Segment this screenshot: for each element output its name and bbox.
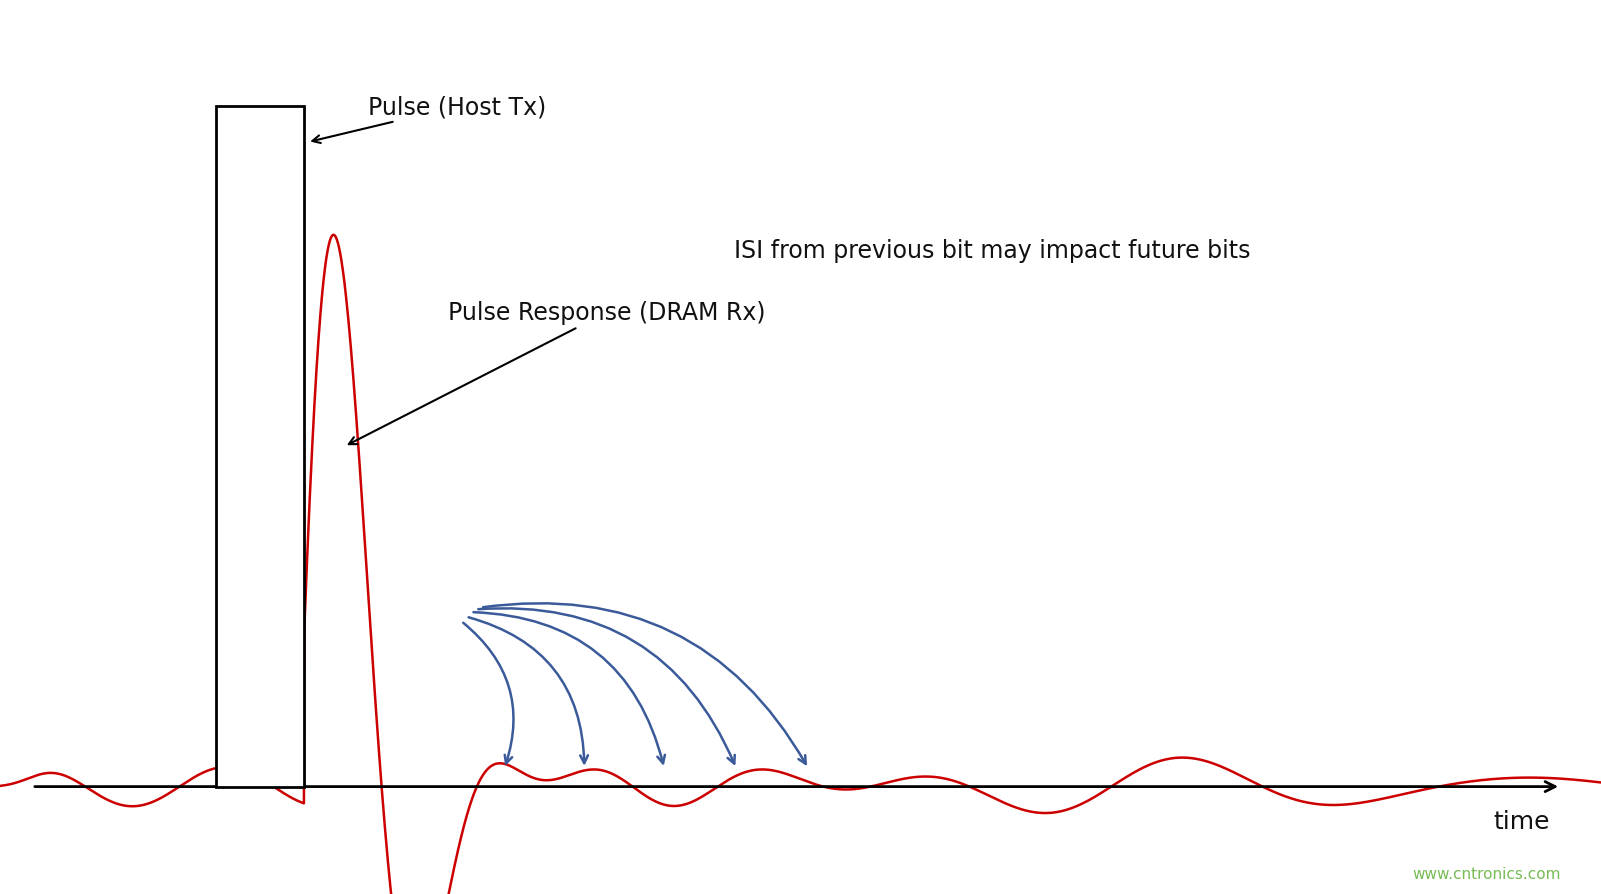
Text: www.cntronics.com: www.cntronics.com	[1412, 865, 1561, 881]
Text: time: time	[1494, 809, 1550, 833]
Text: Pulse (Host Tx): Pulse (Host Tx)	[312, 96, 546, 144]
Text: Pulse Response (DRAM Rx): Pulse Response (DRAM Rx)	[349, 301, 765, 444]
Bar	[216, 107, 304, 787]
Text: ISI from previous bit may impact future bits: ISI from previous bit may impact future …	[735, 239, 1250, 262]
